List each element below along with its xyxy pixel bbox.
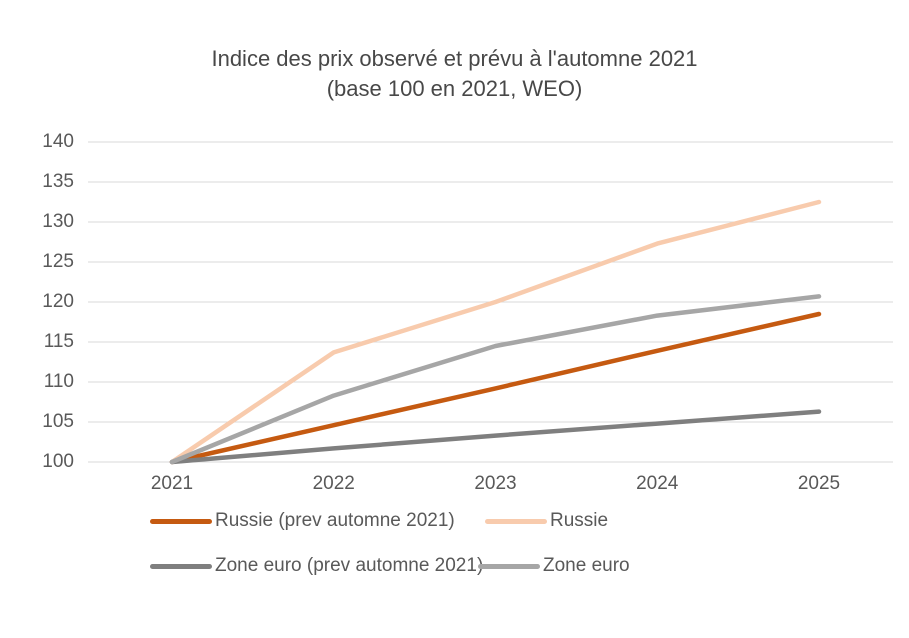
y-tick-label: 100 [42, 451, 74, 472]
series-line-russie [169, 199, 822, 465]
x-tick-label: 2024 [636, 473, 679, 494]
legend-label: Zone euro (prev automne 2021) [215, 555, 484, 576]
chart-title-line1: Indice des prix observé et prévu à l'aut… [211, 46, 698, 71]
legend-label: Russie (prev automne 2021) [215, 510, 455, 531]
y-tick-label: 130 [42, 211, 74, 232]
legend-line-swatch [485, 518, 547, 524]
legend-item-russie-prev-automne-2021: Russie (prev automne 2021) [150, 508, 455, 534]
y-tick-label: 125 [42, 251, 74, 272]
chart-title-line2: (base 100 en 2021, WEO) [326, 76, 583, 101]
legend-line-swatch [150, 563, 212, 569]
x-tick-label: 2023 [474, 473, 517, 494]
legend-item-russie: Russie [485, 508, 608, 534]
legend-line-swatch [478, 563, 540, 569]
series-line-zone-euro [169, 294, 822, 465]
y-tick-label: 110 [43, 371, 74, 392]
x-tick-label: 2021 [150, 473, 194, 494]
x-tick-label: 2022 [312, 473, 355, 494]
legend-item-zone-euro: Zone euro [478, 553, 630, 579]
y-tick-label: 105 [42, 411, 74, 432]
y-tick-label: 120 [42, 291, 74, 312]
legend-label: Zone euro [543, 555, 630, 576]
chart-title: Indice des prix observé et prévu à l'aut… [0, 44, 909, 104]
legend-label: Russie [550, 510, 609, 531]
legend-item-zone-euro-prev-automne-2021: Zone euro (prev automne 2021) [150, 553, 483, 579]
series-line-russie-prev-automne-2021 [169, 311, 822, 465]
y-tick-label: 135 [42, 171, 74, 192]
legend-line-swatch [150, 518, 212, 524]
y-tick-label: 140 [42, 131, 74, 152]
x-tick-label: 2025 [797, 473, 841, 494]
series-line-zone-euro-prev-automne-2021 [169, 409, 822, 465]
y-tick-label: 115 [43, 331, 74, 352]
